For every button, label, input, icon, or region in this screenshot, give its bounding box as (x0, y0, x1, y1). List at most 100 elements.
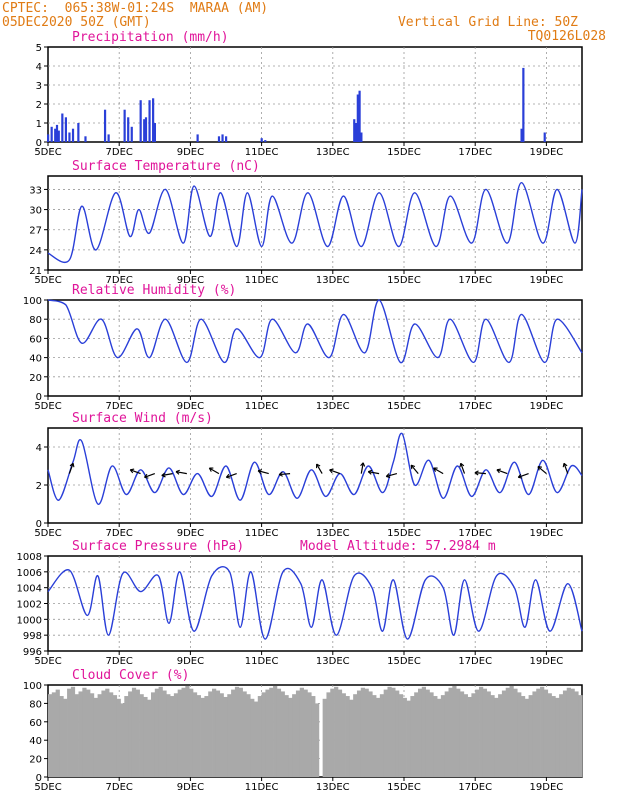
panel-1-bar (61, 113, 64, 142)
panel-1-bar (260, 138, 263, 142)
panel-1-bar (130, 126, 133, 142)
panel-5-annotation: Model Altitude: 57.2984 m (300, 539, 496, 554)
wind-arrow-head (562, 462, 568, 468)
panel-3-ytick-label: 40 (29, 354, 42, 365)
panel-6-bar (299, 687, 304, 777)
panel-1-ytick-label: 0 (36, 138, 42, 149)
panel-3-xtick-label: 13DEC (316, 401, 350, 412)
panel-2-title: Surface Temperature (nC) (72, 159, 260, 174)
panel-5-xtick-label: 17DEC (458, 656, 492, 667)
wind-arrow-head (433, 467, 438, 472)
wind-arrow (68, 463, 74, 474)
panel-6-ytick-label: 40 (29, 736, 42, 747)
panel-3-frame (47, 299, 583, 397)
wind-arrow (563, 463, 569, 474)
panel-6-bar (219, 693, 224, 777)
panel-1-bar (127, 117, 130, 142)
wind-arrow (226, 473, 237, 478)
wind-arrow (537, 466, 547, 475)
panel-5-ytick-label: 1008 (17, 552, 42, 563)
panel-4-ytick-label: 4 (36, 443, 42, 454)
panel-1-bar (144, 117, 148, 142)
panel-6-bar (398, 694, 404, 777)
panel-6-bar (189, 688, 194, 777)
wind-arrow (130, 469, 141, 475)
panel-6-bar (517, 692, 522, 777)
panel-6-bar (437, 698, 442, 777)
panel-5-xtick-label: 7DEC (106, 656, 133, 667)
panel-1-bar (522, 67, 525, 142)
panel-5-xtick-label: 15DEC (387, 656, 421, 667)
panel-6-bar (376, 697, 381, 777)
panel-6-bar (353, 694, 358, 777)
panel-6-bar (109, 692, 114, 777)
panel-6-bar (147, 699, 152, 777)
panel-6-bar (471, 693, 476, 777)
panel-6-bar (261, 692, 266, 777)
wind-arrow (279, 473, 291, 476)
panel-6-ytick-label: 100 (23, 681, 42, 692)
panel-1-xtick-label: 15DEC (387, 147, 421, 158)
wind-arrow-head (496, 468, 501, 474)
panel-6-bar (440, 695, 446, 777)
panel-6-bar (303, 689, 308, 777)
panel-6-bar (154, 688, 160, 777)
panel-3-ytick-label: 20 (29, 373, 42, 384)
header-station: CPTEC: 065:38W-01:24S MARAA (AM) (2, 1, 269, 16)
panel-1-bar (221, 134, 224, 142)
panel-6-bar (212, 688, 217, 777)
panel-1-bar (353, 119, 356, 142)
panel-1-bar (139, 100, 142, 142)
panel-3-ytick-label: 80 (29, 315, 42, 326)
panel-2-ytick-label: 33 (29, 185, 42, 196)
panel-6-bar (532, 691, 537, 777)
panel-6-bar (509, 685, 514, 777)
panel-1-bar (358, 90, 361, 142)
panel-6-bar (276, 688, 282, 777)
panel-6-bar (158, 686, 163, 777)
panel-5-line (47, 566, 583, 640)
panel-2-ytick-label: 21 (29, 266, 42, 277)
panel-6-bar (234, 686, 240, 777)
panel-3-xtick-label: 15DEC (387, 401, 421, 412)
panel-6-bar (475, 689, 480, 777)
panel-2-ytick-label: 27 (29, 226, 42, 237)
panel-6-xtick-label: 11DEC (245, 782, 279, 793)
panel-6-bar (51, 692, 57, 777)
panel-6-bar (170, 696, 175, 777)
panel-6-bar (501, 690, 507, 777)
panel-6-bar (402, 697, 407, 777)
wind-arrow (360, 462, 364, 474)
panel-6-bar (463, 694, 468, 777)
panel-1-bar (152, 98, 155, 142)
panel-5-xtick-label: 9DEC (177, 656, 204, 667)
wind-arrow-head (315, 463, 321, 469)
panel-4-xtick-label: 7DEC (106, 528, 133, 539)
panel-3-xtick-label: 7DEC (106, 401, 133, 412)
panel-5-ytick-label: 996 (23, 647, 42, 658)
wind-arrow-head (517, 473, 523, 479)
panel-6-bar (204, 696, 209, 777)
wind-arrow (518, 473, 529, 478)
panel-6-bar (364, 688, 369, 777)
panel-1-ytick-label: 2 (36, 100, 42, 111)
wind-arrow-head (144, 473, 149, 479)
panel-1-title: Precipitation (mm/h) (72, 30, 229, 45)
panel-4-xtick-label: 19DEC (530, 528, 564, 539)
wind-arrow-head (474, 470, 479, 476)
panel-6-title: Cloud Cover (%) (72, 668, 189, 683)
panel-6-bar (536, 688, 541, 777)
panel-6-bar (139, 694, 144, 777)
panel-6-bar (315, 703, 320, 777)
panel-6-bar (173, 693, 179, 777)
header-date: 05DEC2020 50Z (GMT) (2, 15, 151, 30)
panel-1-bar (47, 134, 50, 142)
panel-6-bar (578, 695, 583, 777)
panel-4-xtick-label: 5DEC (34, 528, 61, 539)
panel-1-xtick-label: 19DEC (530, 147, 564, 158)
panel-6-bar (559, 694, 564, 777)
panel-2-xtick-label: 11DEC (245, 275, 279, 286)
panel-6-bar (425, 689, 430, 777)
panel-1-bar (68, 132, 71, 142)
panel-6-bar (456, 688, 461, 777)
